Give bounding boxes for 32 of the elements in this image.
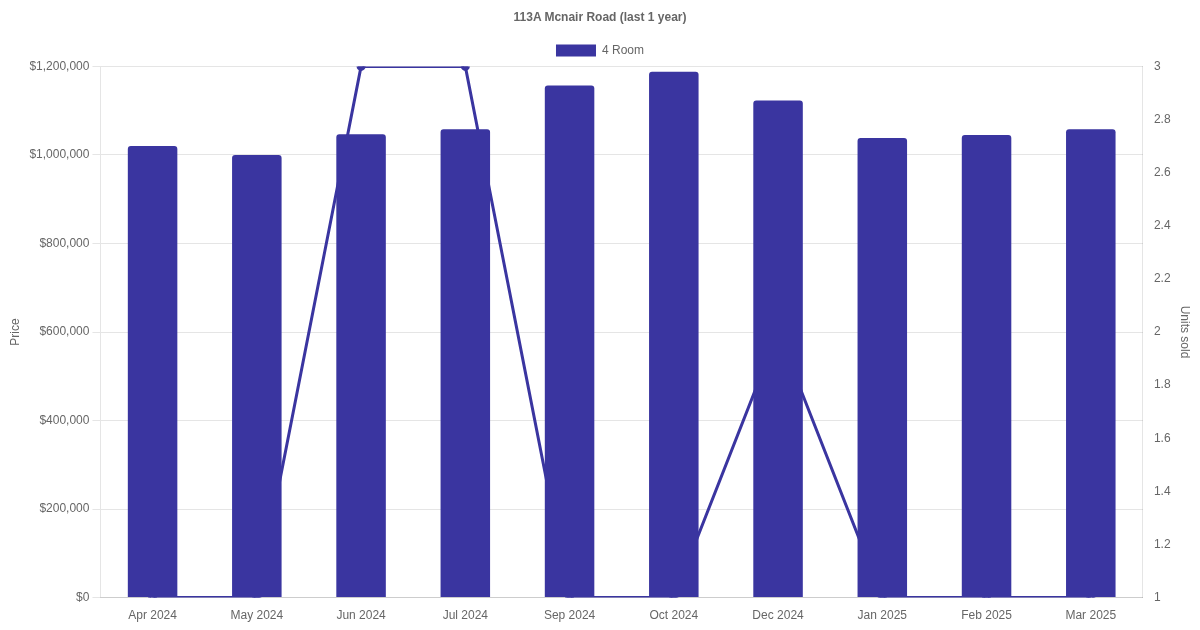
x-tick-label: Sep 2024 (543, 608, 596, 623)
x-tick-label: Jul 2024 (442, 608, 489, 623)
y2-tick-label: 1.4 (1153, 483, 1171, 498)
y2-tick-label: 3 (1153, 58, 1161, 73)
y2-tick-label: 1.6 (1153, 430, 1171, 445)
x-tick-label: Jun 2024 (336, 608, 387, 623)
legend-label: 4 Room (601, 42, 645, 57)
y-tick-label: $0 (76, 589, 90, 604)
y2-tick-label: 2.8 (1153, 111, 1171, 126)
x-tick-label: Oct 2024 (649, 608, 699, 623)
y-tick-label: $200,000 (39, 501, 90, 516)
y-axis-title: Price (7, 318, 22, 346)
y2-tick-label: 2.4 (1153, 218, 1171, 233)
x-tick-label: Apr 2024 (128, 608, 178, 623)
y-tick-label: $1,200,000 (29, 58, 90, 73)
y-tick-label: $400,000 (39, 412, 90, 427)
x-tick-label: Mar 2025 (1065, 608, 1117, 623)
y-tick-label: $1,000,000 (29, 147, 90, 162)
y2-tick-label: 2.2 (1153, 271, 1171, 286)
y-tick-label: $600,000 (39, 324, 90, 339)
y-tick-label: $800,000 (39, 235, 90, 250)
x-tick-label: Jan 2025 (857, 608, 908, 623)
chart-title: 113A Mcnair Road (last 1 year) (513, 9, 687, 24)
y2-tick-label: 1.8 (1153, 377, 1171, 392)
x-tick-label: May 2024 (230, 608, 284, 623)
x-tick-label: Dec 2024 (752, 608, 805, 623)
y2-tick-label: 1 (1153, 589, 1161, 604)
y2-tick-label: 2.6 (1153, 164, 1171, 179)
y2-tick-label: 2 (1153, 324, 1161, 339)
y2-tick-label: 1.2 (1153, 536, 1171, 551)
x-tick-label: Feb 2025 (961, 608, 1013, 623)
y2-axis-title: Units sold (1178, 305, 1193, 359)
